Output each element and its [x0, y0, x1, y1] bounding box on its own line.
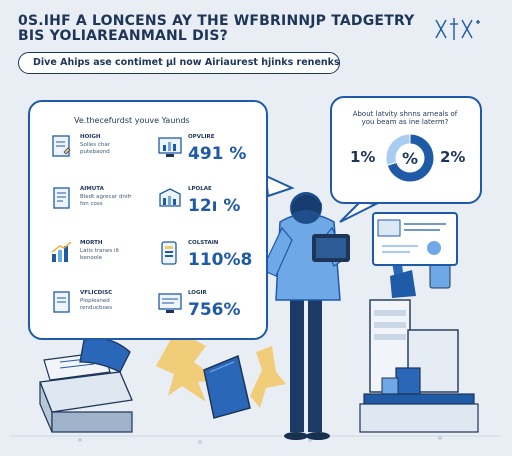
monitor-chart-icon: [158, 137, 182, 157]
stat-value: 491 %: [188, 144, 247, 164]
stats-card-title: Ve.thecefurdst youve Yaunds: [74, 116, 190, 125]
server-illustration: [359, 299, 479, 433]
stat-description: Pioplesned renducboes: [80, 298, 113, 311]
title-line-2: BIS YOLIAREANMANL DIS?: [18, 28, 228, 44]
stat-label: MORTH: [80, 240, 103, 246]
person-illustration: [261, 192, 350, 440]
boxes-illustration: [39, 337, 133, 433]
bag-illustration: [203, 354, 251, 419]
donut-question: About latvity shnns arneals of you beam …: [352, 110, 458, 126]
monitor-bars-icon: [159, 188, 181, 207]
page-title: 0S.IHF A LONCENS AY THE WFBRINNJP TADGET…: [18, 14, 438, 44]
document-icon: [52, 135, 71, 157]
stat-label: OPVLIRE: [188, 134, 215, 140]
stat-label: VFLICDISC: [80, 290, 113, 296]
stat-value: 110%8: [188, 250, 253, 270]
decorative-cross-icon: [435, 18, 480, 40]
tablet-icon: [161, 241, 177, 265]
stat-value: 12ı %: [188, 196, 241, 216]
title-line-1: 0S.IHF A LONCENS AY THE WFBRINNJP TADGET…: [18, 13, 415, 29]
mini-screen-content: [377, 219, 446, 255]
paper-icon: [53, 187, 70, 209]
donut-card: [330, 96, 482, 204]
donut-right-value: 2%: [440, 148, 466, 166]
stat-description: Bledt agrecar dnifr fon coss: [80, 194, 132, 207]
mini-screen: [372, 212, 458, 266]
donut-chart: %: [385, 133, 435, 183]
donut-center-label: %: [402, 149, 418, 168]
growth-chart-icon: [51, 241, 72, 262]
stat-value: 756%: [188, 300, 241, 320]
stat-label: COLSTAIN: [188, 240, 219, 246]
stat-label: HOIGH: [80, 134, 101, 140]
stat-item-hoigh: HOIGH Solles char putebaond: [50, 134, 146, 174]
stat-item-vflicdisc: VFLICDISC Pioplesned renducboes: [50, 290, 146, 330]
stat-item-lpolae: LPOLAE 12ı %: [158, 186, 262, 226]
stat-item-morth: MORTH Latis tranes ilt benoole: [50, 240, 146, 280]
monitor-list-icon: [158, 293, 182, 313]
stat-item-logir: LOGIR 756%: [158, 290, 262, 330]
donut-slice-0: [386, 133, 435, 183]
stat-description: Solles char putebaond: [80, 142, 111, 155]
donut-tail: [339, 200, 380, 223]
stat-item-aimuta: AIMUTA Bledt agrecar dnifr fon coss: [50, 186, 146, 226]
stat-label: LOGIR: [188, 290, 207, 296]
stat-label: AIMUTA: [80, 186, 104, 192]
donut-slice-1: [385, 133, 411, 167]
stat-label: LPOLAE: [188, 186, 212, 192]
stat-description: Latis tranes ilt benoole: [80, 248, 120, 261]
donut-left-value: 1%: [350, 148, 376, 166]
stat-item-colstain: COLSTAIN 110%8: [158, 240, 262, 280]
stat-item-opvlire: OPVLIRE 491 %: [158, 134, 262, 174]
card-tail: [264, 174, 295, 198]
page-icon: [53, 291, 70, 313]
question-banner: Dive Ahips ase contimet µl now Airiaures…: [18, 52, 340, 74]
